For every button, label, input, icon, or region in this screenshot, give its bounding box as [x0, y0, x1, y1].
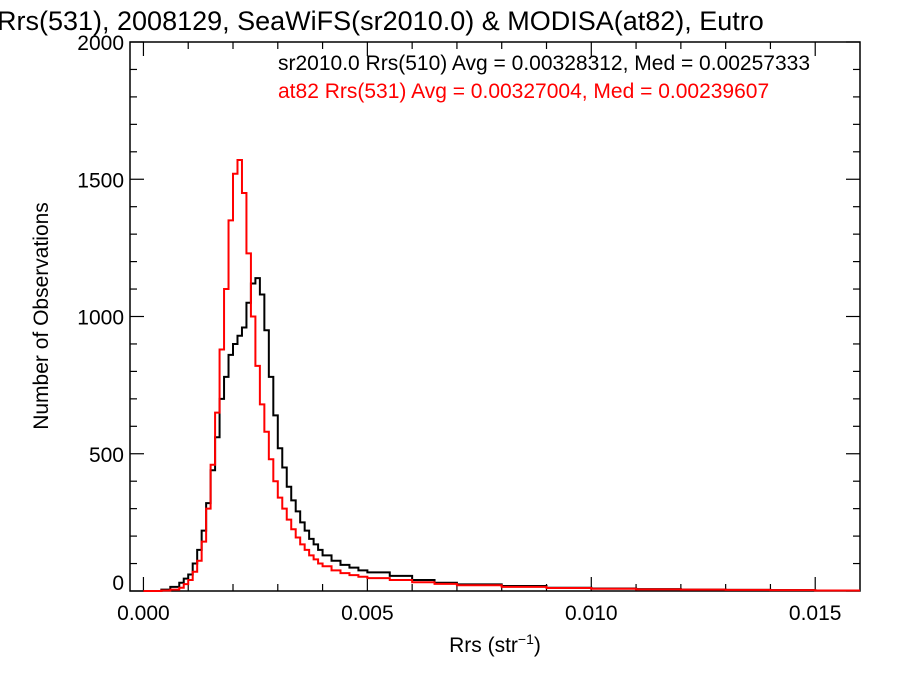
x-tick-label: 0.015 — [789, 602, 842, 625]
series-layer — [143, 159, 860, 592]
series-black-histogram — [143, 277, 860, 592]
y-axis-label: Number of Observations — [30, 202, 53, 430]
x-axis-label-sup: −1 — [518, 631, 534, 647]
plot-frame — [129, 41, 861, 592]
x-tick-label: 0.000 — [117, 602, 170, 625]
y-tick-label: 1500 — [77, 169, 124, 192]
axis-ticks — [130, 41, 860, 592]
legend-entry-black: sr2010.0 Rrs(510) Avg = 0.00328312, Med … — [278, 52, 810, 75]
plot-area — [129, 41, 861, 592]
x-axis-label: Rrs (str−1) — [449, 631, 541, 657]
y-tick-label: 1000 — [77, 307, 124, 330]
legend-entry-red: at82 Rrs(531) Avg = 0.00327004, Med = 0.… — [278, 80, 769, 103]
y-tick-label: 2000 — [77, 32, 124, 55]
tick-labels: 0.000 0.005 0.010 0.015 0 500 1000 1500 2000 — [77, 32, 841, 625]
y-tick-label: 500 — [89, 444, 124, 467]
chart-title: Rrs(531), 2008129, SeaWiFS(sr2010.0) & M… — [0, 6, 764, 36]
x-tick-label: 0.005 — [341, 602, 394, 625]
x-axis-label-main: Rrs (str — [449, 634, 518, 657]
x-axis-label-end: ) — [534, 634, 541, 657]
series-red-histogram — [143, 159, 860, 592]
y-tick-label: 0 — [112, 572, 124, 595]
x-tick-label: 0.010 — [565, 602, 618, 625]
